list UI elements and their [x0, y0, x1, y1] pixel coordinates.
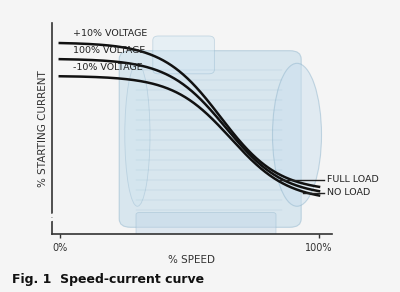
FancyBboxPatch shape [119, 51, 301, 227]
FancyBboxPatch shape [136, 213, 276, 236]
Text: FULL LOAD: FULL LOAD [327, 175, 378, 184]
Y-axis label: % STARTING CURRENT: % STARTING CURRENT [38, 70, 48, 187]
Text: 100% VOLTAGE: 100% VOLTAGE [73, 46, 145, 55]
Ellipse shape [272, 63, 322, 206]
FancyBboxPatch shape [153, 36, 214, 74]
Ellipse shape [125, 63, 150, 206]
Text: NO LOAD: NO LOAD [327, 188, 370, 197]
Text: Fig. 1  Speed-current curve: Fig. 1 Speed-current curve [12, 273, 204, 286]
Text: -10% VOLTAGE: -10% VOLTAGE [73, 63, 142, 72]
X-axis label: % SPEED: % SPEED [168, 256, 216, 265]
Text: +10% VOLTAGE: +10% VOLTAGE [73, 29, 147, 38]
